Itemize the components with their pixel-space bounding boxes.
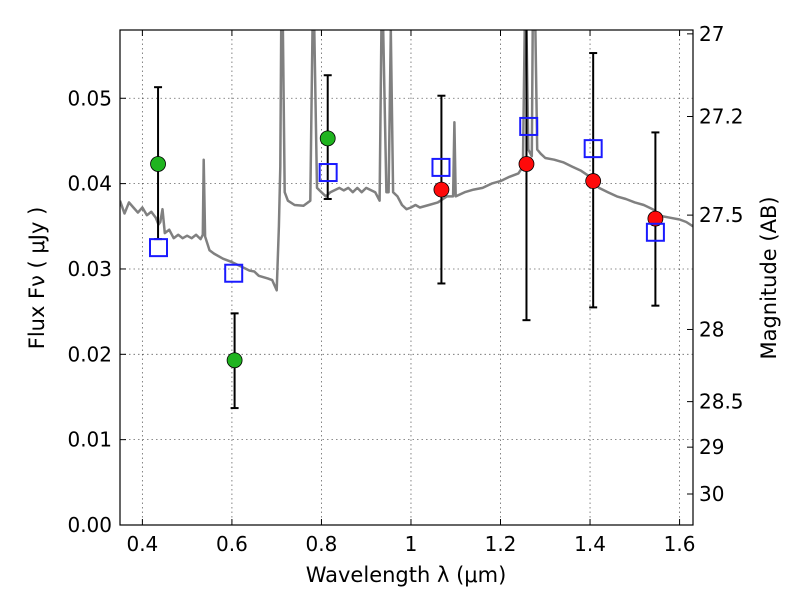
y-tick-label: 0.00 bbox=[67, 513, 112, 537]
model-point bbox=[224, 263, 244, 283]
y-tick-label: 0.02 bbox=[67, 342, 112, 366]
data-point bbox=[226, 352, 243, 369]
model-point bbox=[645, 222, 665, 242]
plot-area bbox=[120, 30, 693, 410]
x-tick-label: 1 bbox=[405, 532, 418, 556]
y2-tick-label: 28 bbox=[699, 317, 724, 341]
data-point bbox=[150, 156, 166, 172]
x-tick-label: 1.2 bbox=[485, 532, 517, 556]
y-tick-label: 0.01 bbox=[67, 428, 112, 452]
x-tick-label: 0.6 bbox=[216, 532, 248, 556]
spectrum-line bbox=[120, 30, 693, 292]
y2-tick-label: 29 bbox=[699, 435, 724, 459]
x-tick-label: 0.4 bbox=[126, 532, 158, 556]
y2-axis-label: Magnitude (AB) bbox=[757, 196, 781, 359]
y-axis-label: Flux Fν ( μJy ) bbox=[25, 207, 49, 350]
x-tick-label: 0.8 bbox=[306, 532, 338, 556]
data-point bbox=[585, 173, 602, 189]
y-tick-label: 0.03 bbox=[67, 257, 112, 281]
data-point bbox=[518, 156, 535, 172]
x-tick-label: 1.4 bbox=[574, 532, 606, 556]
y2-tick-label: 30 bbox=[699, 482, 724, 506]
model-point bbox=[318, 163, 338, 183]
model-point bbox=[519, 116, 539, 136]
y2-tick-label: 27.2 bbox=[699, 104, 744, 128]
y2-tick-label: 28.5 bbox=[699, 390, 744, 414]
grid bbox=[120, 30, 693, 526]
x-axis-label: Wavelength λ (μm) bbox=[306, 563, 507, 587]
axis-ticks: 0.4 0.6 0.8 1 1.2 1.4 1.6 0.00 0.01 0.02 0.03 0.04 0… bbox=[67, 22, 743, 556]
axes-frame bbox=[119, 29, 694, 526]
y-tick-label: 0.04 bbox=[67, 172, 112, 196]
model-point bbox=[148, 238, 168, 258]
y2-tick-label: 27.5 bbox=[699, 203, 744, 227]
y-tick-label: 0.05 bbox=[67, 86, 112, 110]
data-point bbox=[647, 210, 664, 227]
y2-tick-label: 27 bbox=[699, 22, 724, 46]
model-point bbox=[583, 139, 603, 159]
model-point bbox=[431, 157, 451, 177]
x-tick-label: 1.6 bbox=[664, 532, 696, 556]
data-point bbox=[319, 130, 336, 147]
data-point bbox=[433, 181, 450, 198]
